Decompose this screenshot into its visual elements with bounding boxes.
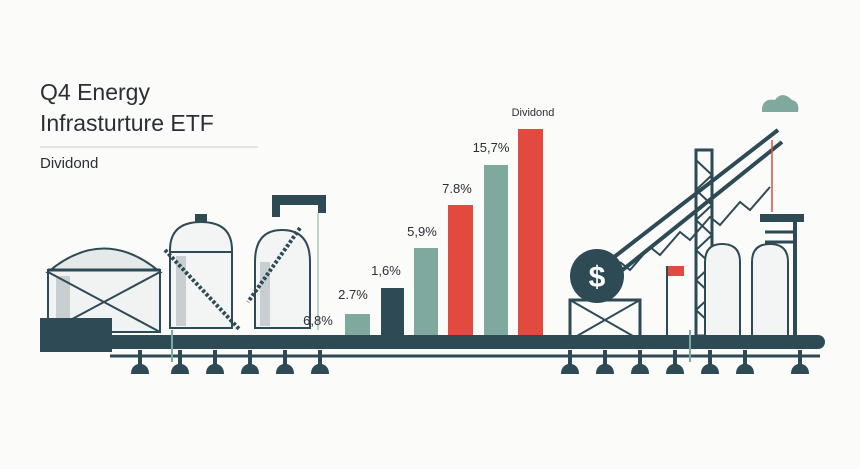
bar-label: 1,6% [371, 263, 401, 278]
pipe-support [666, 350, 684, 374]
block [272, 195, 280, 217]
pipe-support [206, 350, 224, 374]
block [668, 266, 684, 276]
pipe-support [596, 350, 614, 374]
pipe-support [131, 350, 149, 374]
pipe-support [701, 350, 719, 374]
stroke-line [569, 299, 641, 341]
pipe-support [736, 350, 754, 374]
title: Q4 Energy [40, 79, 150, 105]
block [760, 214, 804, 222]
block [448, 205, 473, 338]
coin-symbol: $ [589, 261, 606, 294]
shape [751, 242, 789, 337]
block [176, 256, 186, 326]
stroke-line [163, 248, 242, 332]
block [272, 195, 326, 205]
block [345, 314, 370, 338]
bar-label: 15,7% [473, 140, 510, 155]
bar-label: 6,8% [303, 313, 333, 328]
pipe-support [311, 350, 329, 374]
shape [704, 242, 741, 337]
pipe-support [791, 350, 809, 374]
subtitle: Dividond [40, 155, 98, 172]
group [131, 350, 809, 374]
bar-label: 5,9% [407, 224, 437, 239]
block [414, 248, 438, 338]
pipe-support [241, 350, 259, 374]
block [40, 335, 825, 349]
stroke-line [598, 128, 780, 270]
title: Infrasturture ETF [40, 110, 214, 136]
shape [762, 95, 799, 112]
stroke-line [608, 140, 784, 282]
block [518, 129, 543, 338]
bar-label: 7.8% [442, 181, 472, 196]
bar-label: Dividond [512, 107, 555, 119]
bar-label: 2.7% [338, 287, 368, 302]
stroke-line [246, 226, 302, 304]
block [381, 288, 404, 338]
shape [45, 247, 163, 273]
block [318, 195, 326, 213]
shape [765, 230, 795, 244]
pipe-support [276, 350, 294, 374]
shape [619, 186, 771, 272]
block [195, 214, 207, 222]
pipe-support [171, 350, 189, 374]
block [56, 276, 70, 330]
coin [570, 249, 624, 303]
block [260, 262, 270, 326]
pipe-support [561, 350, 579, 374]
block [484, 165, 508, 338]
pipe-support [631, 350, 649, 374]
